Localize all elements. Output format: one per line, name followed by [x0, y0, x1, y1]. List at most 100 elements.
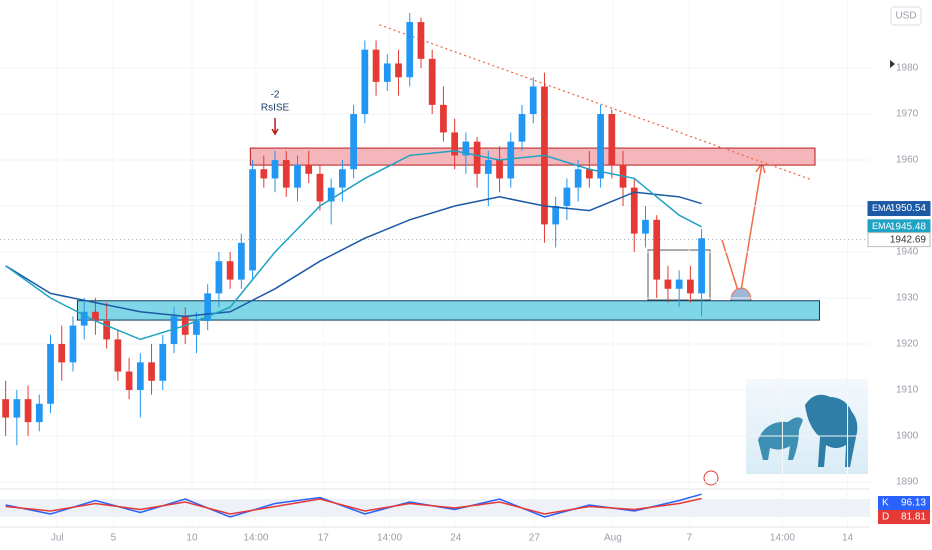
y-tick-label: 1910 [896, 385, 919, 396]
annotation: RsISE [261, 103, 290, 114]
candle-body [92, 311, 99, 321]
stoch-k-value: 96.13 [901, 498, 926, 509]
candle-body [428, 58, 436, 105]
candle-body [462, 141, 470, 156]
x-tick-label: 5 [111, 533, 117, 544]
stoch-d-value: 81.81 [901, 512, 926, 523]
candle-body [13, 399, 21, 418]
candle-body [249, 169, 256, 271]
scroll-arrow[interactable] [890, 60, 895, 68]
candle-body [305, 164, 313, 174]
ema-fast-label-name: EMA [872, 221, 892, 231]
candle-body [69, 325, 77, 363]
x-tick-label: 24 [450, 533, 462, 544]
annotation-arrow [271, 118, 279, 136]
candle-body [24, 399, 32, 423]
ema-line [5, 191, 702, 318]
candle-body [440, 104, 447, 133]
candle-body [698, 238, 705, 294]
candle-body [574, 169, 582, 188]
x-tick-label: 27 [529, 533, 541, 544]
currency-box[interactable] [890, 6, 922, 26]
zone [76, 300, 820, 321]
stoch-d-name: D [882, 512, 889, 523]
candle-body [518, 114, 526, 142]
candle-body [226, 261, 234, 280]
candle-body [687, 279, 694, 294]
stoch-d-line [5, 497, 702, 515]
ema-slow-label-name: EMA [872, 203, 892, 213]
candle-body [282, 160, 290, 188]
candle-body [58, 343, 66, 363]
x-tick-label: 14 [842, 533, 854, 544]
candle-body [193, 320, 200, 335]
ema-slow-label-box [867, 201, 931, 217]
candle-body [496, 160, 503, 179]
bear-shape [758, 417, 803, 460]
candle-body [597, 114, 604, 179]
currency: USD [895, 11, 916, 22]
stoch-k-box [878, 496, 930, 510]
x-tick-label: 14:00 [770, 533, 795, 544]
x-tick-label: 7 [686, 533, 692, 544]
candle-body [473, 141, 481, 174]
candle-body [383, 63, 391, 82]
candle-body [642, 219, 649, 234]
candle-body [159, 343, 167, 381]
y-tick-label: 1970 [896, 109, 919, 120]
candle-body [451, 132, 459, 156]
ema-line [5, 150, 702, 341]
candle-body [417, 22, 425, 59]
candle-body [294, 164, 301, 188]
candle-body [406, 22, 414, 78]
candle-body [114, 339, 122, 372]
bull-shape [805, 394, 858, 467]
candle-body [2, 399, 9, 418]
candle-body [204, 293, 212, 321]
candle-body [675, 279, 683, 289]
candle-body [339, 169, 346, 188]
candle-body [237, 242, 245, 280]
candle-body [372, 49, 380, 82]
candle-body [630, 187, 638, 234]
candle-body [563, 187, 571, 207]
candle-body [653, 219, 661, 280]
ema-slow-label-value: 1950.54 [890, 203, 927, 214]
stoch-k-name: K [882, 498, 889, 509]
candle-body [125, 371, 133, 390]
candle-body [316, 173, 324, 202]
x-tick-label: Aug [604, 533, 622, 544]
x-tick-label: 14:00 [377, 533, 402, 544]
candle-body [35, 403, 43, 423]
candle-body [529, 86, 537, 115]
y-tick-label: 1930 [896, 293, 919, 304]
candle-body [395, 63, 402, 78]
trendline [379, 24, 812, 181]
candle-body [170, 316, 178, 344]
candle-body [484, 160, 492, 174]
stoch-d-box [878, 510, 930, 524]
candle-body [608, 114, 616, 165]
y-tick-label: 1890 [896, 477, 919, 488]
candle-body [215, 261, 223, 294]
y-tick-label: 1980 [896, 63, 919, 74]
candle-body [327, 187, 335, 202]
candle-body [350, 114, 357, 170]
candle-body [361, 49, 369, 115]
x-tick-label: Jul [51, 533, 64, 544]
y-tick-label: 1920 [896, 339, 919, 350]
alert-icon[interactable] [703, 470, 719, 486]
y-tick-label: 1960 [896, 155, 919, 166]
y-tick-label: 1900 [896, 431, 919, 442]
annotation: -2 [271, 90, 280, 101]
candle-body [136, 362, 144, 390]
candle-body [585, 169, 593, 179]
candle-body [552, 206, 560, 225]
candle-body [507, 141, 515, 179]
candle-body [47, 343, 54, 404]
candle-body [260, 169, 268, 179]
y-tick-label: 1940 [896, 247, 919, 258]
candle-body [80, 311, 88, 326]
candle-body [103, 320, 111, 340]
